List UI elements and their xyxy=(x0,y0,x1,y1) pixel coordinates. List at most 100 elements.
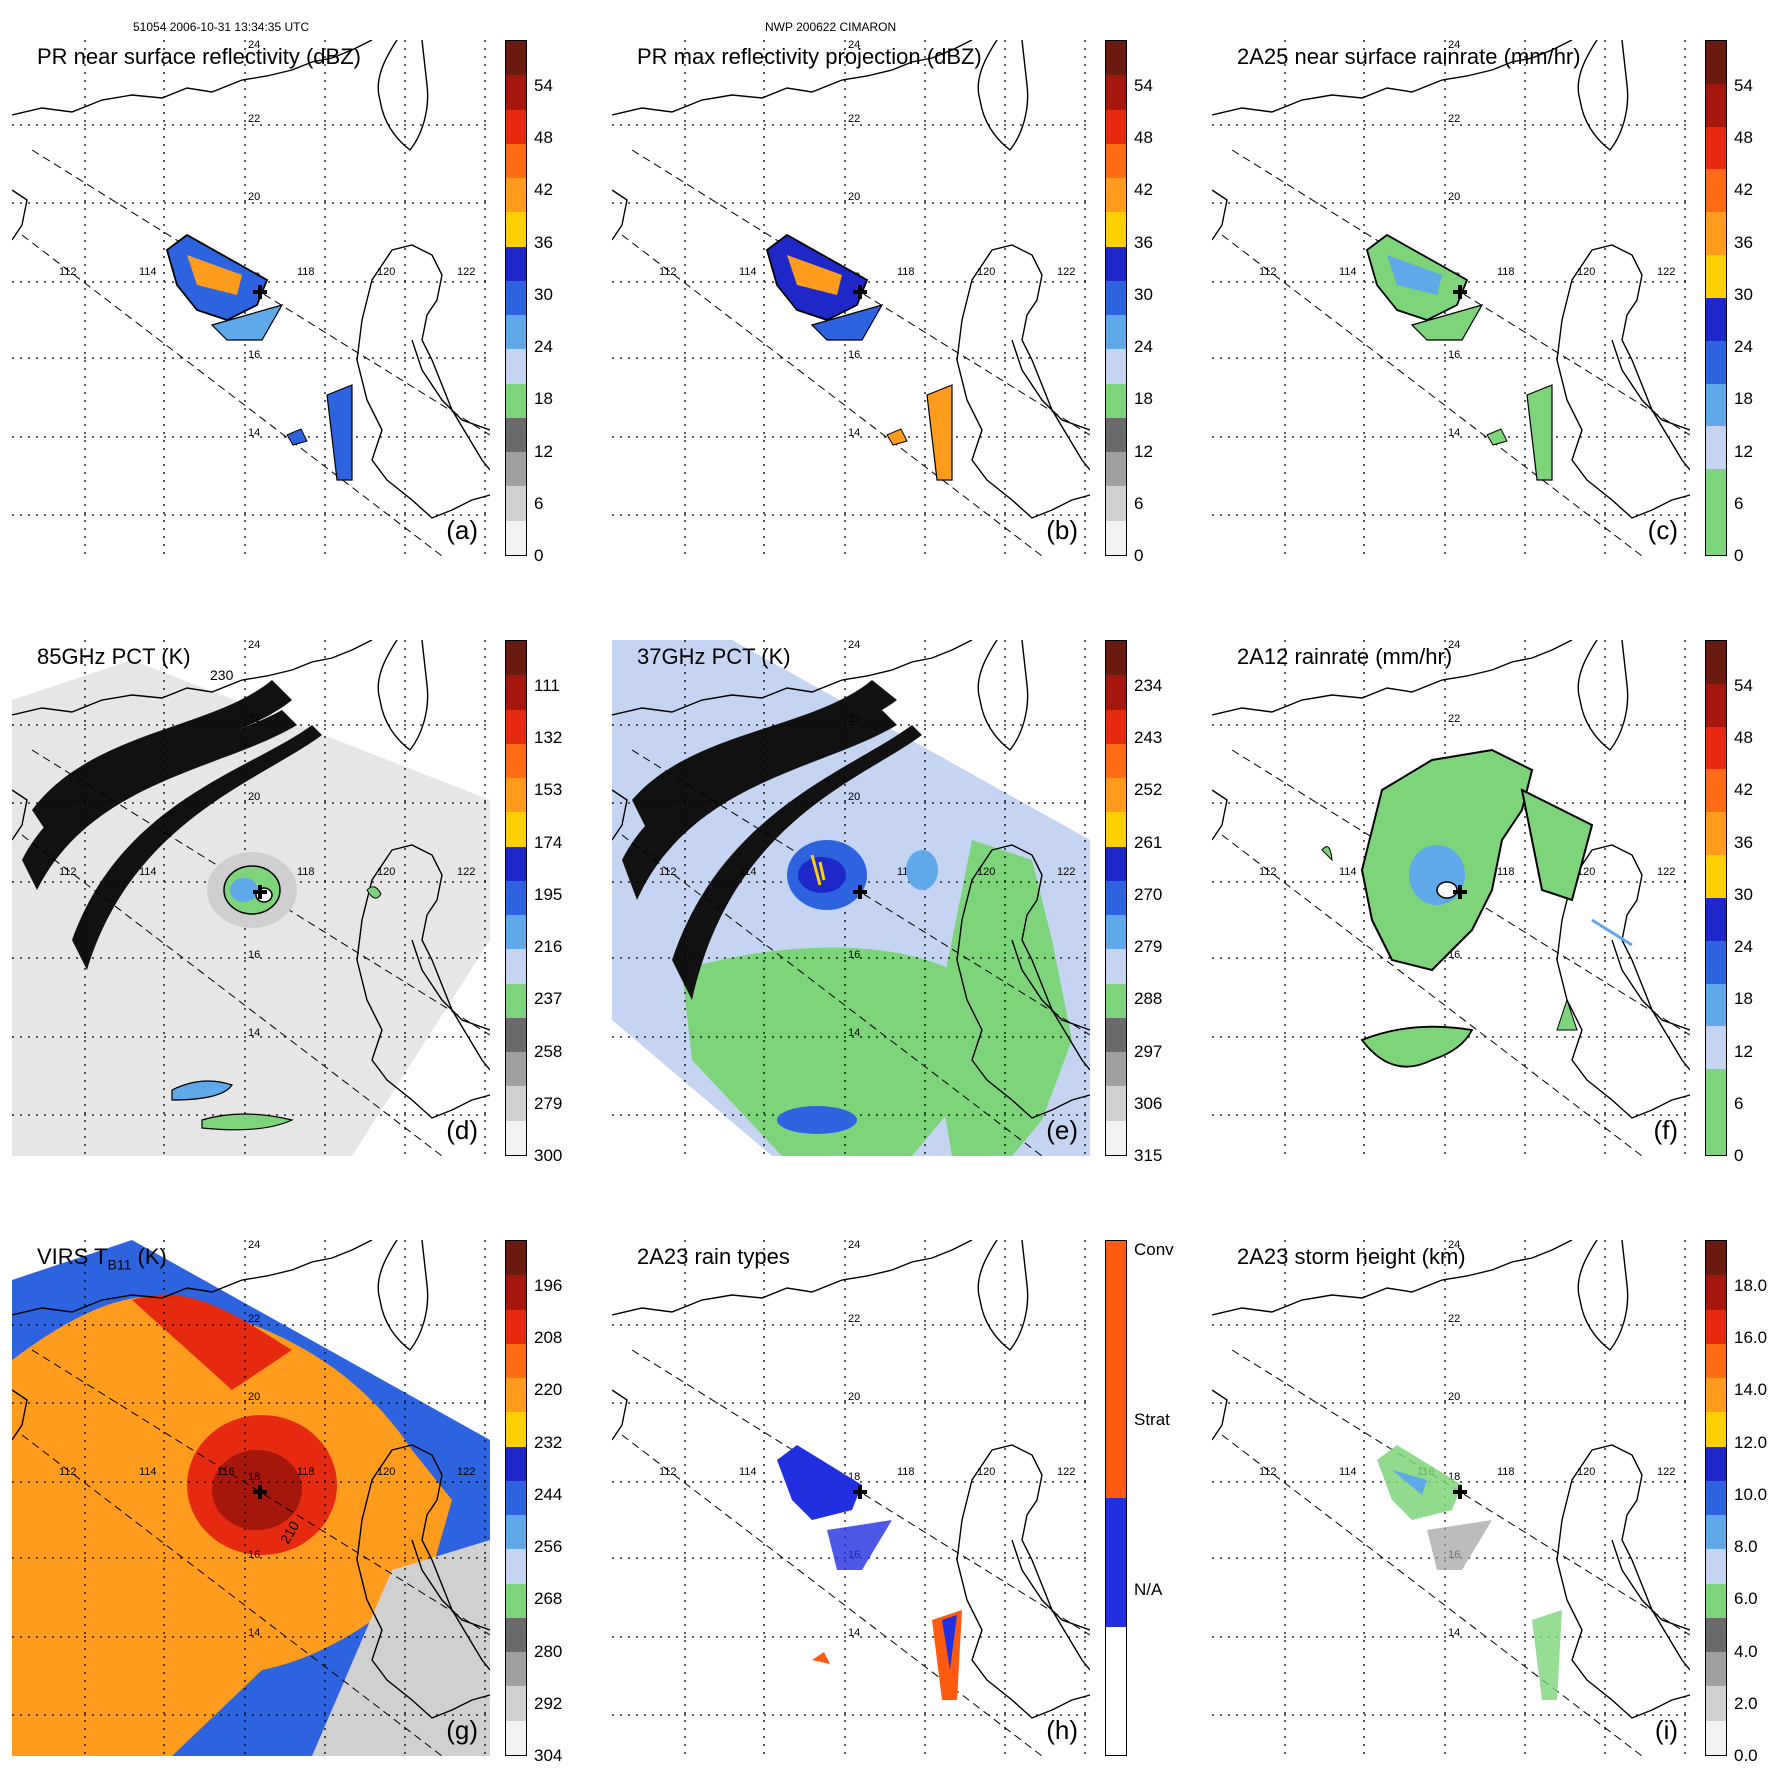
longitude-label: 112 xyxy=(59,1466,77,1478)
colorbar-segment xyxy=(506,417,526,453)
storm-center-cross-icon xyxy=(253,285,267,299)
coastline-segment xyxy=(1212,640,1573,716)
colorbar-segment xyxy=(1106,709,1126,744)
swath-edge-south xyxy=(1221,1434,1643,1756)
ocean-warm-region xyxy=(682,947,992,1156)
colorbar-segment xyxy=(506,452,526,487)
colorbar-tick-label: 196 xyxy=(534,1276,563,1295)
coastline-segment xyxy=(411,339,490,431)
colorbar-segment xyxy=(1106,178,1126,213)
latitude-label: 14 xyxy=(848,427,860,439)
map-g: 24 22 20 18 16 14 112 114 116 118 120 122 210 xyxy=(12,1240,490,1756)
longitude-label: 114 xyxy=(139,1466,157,1478)
longitude-label: 122 xyxy=(457,266,475,278)
coastline xyxy=(1212,1240,1690,1719)
latitude-label: 22 xyxy=(1448,1313,1460,1325)
precip-band xyxy=(1526,384,1553,481)
coastline xyxy=(12,640,490,1119)
panel-title-subscript: B11 xyxy=(107,1256,132,1273)
colorbar-tick-label: 237 xyxy=(534,989,563,1009)
coastline-segment xyxy=(12,1389,28,1441)
colorbar-segment xyxy=(1706,940,1726,984)
longitude-label: 122 xyxy=(1057,866,1075,878)
latitude-label: 14 xyxy=(248,1027,260,1039)
colorbar-tick-label: 220 xyxy=(534,1380,563,1400)
coastline-segment xyxy=(612,1240,973,1316)
coastline-segment xyxy=(1556,1449,1690,1719)
colorbar-ticks: 54 48 42 36 30 24 18 12 6 0 xyxy=(1734,640,1771,1165)
colorbar-tick-label: 306 xyxy=(1134,1093,1163,1113)
colorbar-tick-label: 292 xyxy=(534,1693,563,1713)
longitude-label: 112 xyxy=(659,1466,677,1478)
land-region xyxy=(932,840,1072,1156)
colorbar-segment xyxy=(1106,109,1126,144)
longitude-label: 122 xyxy=(1657,866,1675,878)
coastline-segment xyxy=(1011,939,1090,1031)
coastline xyxy=(12,1240,490,1719)
colorbar-tick-label: 6 xyxy=(1134,493,1144,513)
colorbar-segment xyxy=(506,41,526,76)
pr-swath-edges xyxy=(1221,1349,1690,1756)
longitude-label: 120 xyxy=(977,1466,995,1478)
colorbar-tick-label: 243 xyxy=(1134,728,1163,748)
colorbar-segment xyxy=(506,1017,526,1053)
colorbar-tick-label: 30 xyxy=(1734,284,1753,304)
colorbar-tick-label: 208 xyxy=(534,1328,563,1348)
colorbar-segment xyxy=(506,178,526,213)
pct-field xyxy=(171,852,382,1131)
coastline-segment xyxy=(1556,849,1690,1119)
longitude-label: 118 xyxy=(1497,1466,1515,1478)
longitude-label: 118 xyxy=(297,266,315,278)
colorbar-segment xyxy=(506,1412,526,1447)
colorbar-tick-label: 297 xyxy=(1134,1041,1163,1061)
coastline-segment xyxy=(1212,40,1573,116)
panel-title: 2A25 near surface rainrate (mm/hr) xyxy=(1237,44,1581,69)
longitude-label: 118 xyxy=(297,866,315,878)
colorbar-tick-label: 0.0 xyxy=(1734,1746,1758,1765)
colorbar-segment xyxy=(1706,855,1726,898)
swath-edge-south xyxy=(1221,834,1643,1156)
colorbar-tick-label: N/A xyxy=(1134,1580,1163,1599)
colorbar-segment xyxy=(506,983,526,1018)
reflectivity-field xyxy=(165,233,353,481)
colorbar-tick-label: 2.0 xyxy=(1734,1693,1758,1713)
coastline-segment xyxy=(977,640,1029,751)
colorbar-tick-label: 261 xyxy=(1134,832,1163,852)
colorbar-tick-label: 6 xyxy=(534,493,544,513)
coastline-segment xyxy=(612,40,973,116)
longitude-label: 114 xyxy=(1339,266,1357,278)
colorbar-segment xyxy=(506,280,526,316)
longitude-label: 120 xyxy=(977,266,995,278)
colorbar-segment xyxy=(1106,778,1126,813)
coastline-segment xyxy=(991,244,1090,471)
longitude-label: 118 xyxy=(1497,866,1515,878)
colorbar-segment xyxy=(1706,383,1726,427)
colorbar-segment xyxy=(1106,143,1126,179)
coastline-segment xyxy=(956,849,1090,1119)
longitude-label: 118 xyxy=(1497,266,1515,278)
colorbar-tick-label: 18 xyxy=(1134,389,1153,409)
latitude-label: 22 xyxy=(248,1313,260,1325)
longitude-label: 114 xyxy=(739,866,757,878)
colorbar-segment xyxy=(1106,1120,1126,1155)
colorbar-segment xyxy=(1706,1686,1726,1721)
colorbar-tick-label: 252 xyxy=(1134,780,1163,800)
colorbar-tick-label: 24 xyxy=(1134,337,1153,357)
cold-cloud-region xyxy=(132,1294,292,1390)
colorbar-segment xyxy=(506,1617,526,1653)
longitude-label: 112 xyxy=(1259,1466,1277,1478)
storm-height-field xyxy=(1377,1445,1562,1700)
colorbar-segment xyxy=(1706,1026,1726,1070)
swath-edge-south xyxy=(1221,234,1643,556)
colorbar-segment xyxy=(506,1275,526,1310)
longitude-label: 122 xyxy=(457,866,475,878)
colorbar-segment xyxy=(506,212,526,247)
colorbar-segment xyxy=(1706,1241,1726,1276)
colorbar-tick-label: 18 xyxy=(534,389,553,409)
